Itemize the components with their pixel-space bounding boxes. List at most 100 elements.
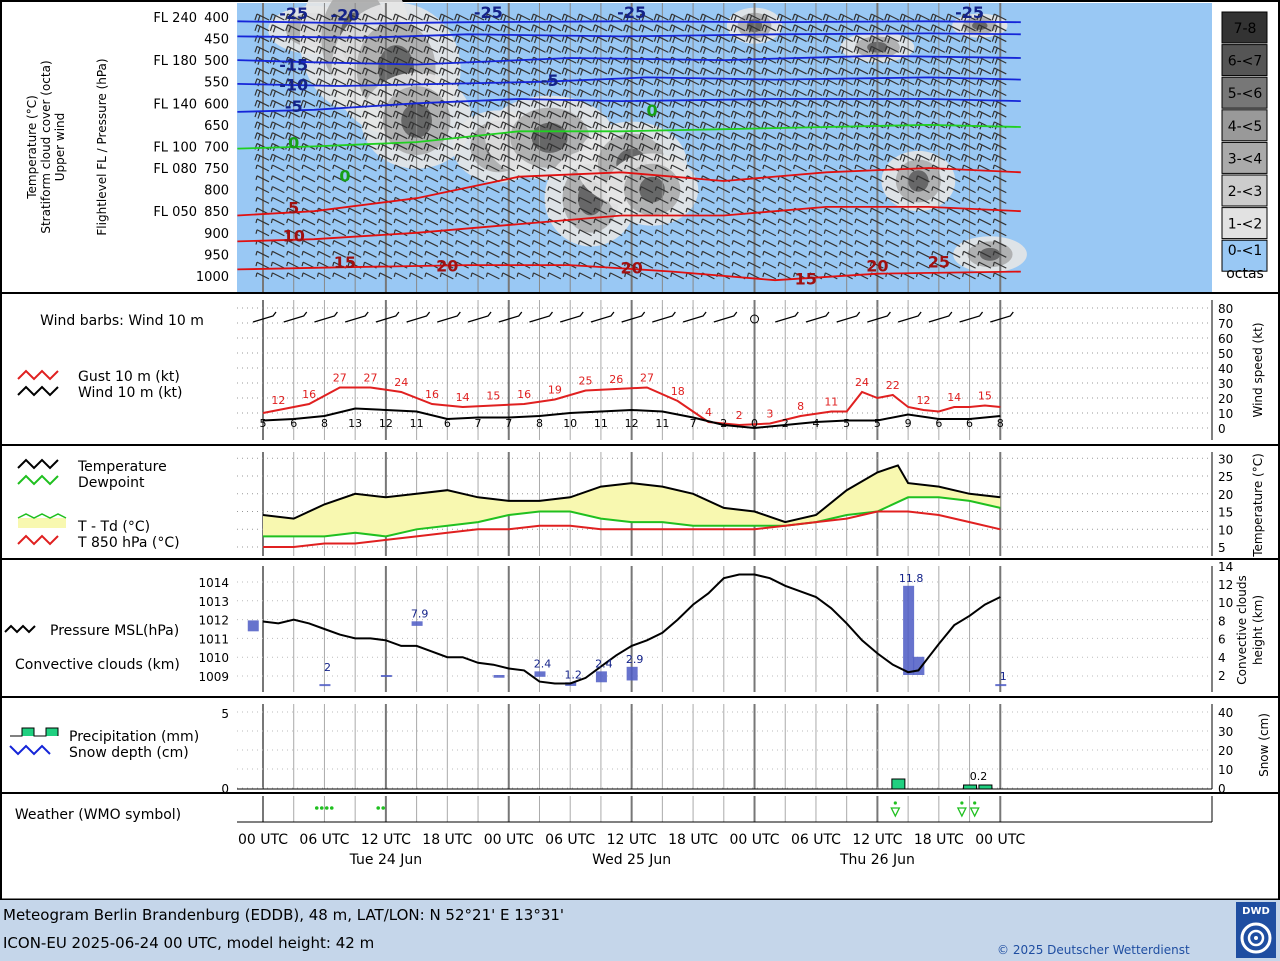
wind-barb	[470, 272, 485, 280]
wind-barb	[685, 186, 700, 194]
wind-barb	[961, 229, 976, 237]
temp-tick-label: 5	[1218, 541, 1226, 555]
wind-barb	[900, 207, 915, 215]
wind-barb	[716, 207, 731, 215]
wind-barb	[730, 35, 746, 44]
wind-barb	[945, 24, 961, 33]
wind-barb	[915, 196, 930, 204]
wind-barb	[745, 45, 761, 55]
wind-barb	[776, 110, 792, 119]
wind-barb-10m	[437, 311, 461, 323]
wind-barb	[500, 24, 516, 33]
wind-barb	[484, 99, 500, 108]
wind-barb	[608, 175, 623, 183]
wind-barb	[946, 186, 961, 194]
wind-barb	[408, 45, 423, 55]
wind-barb	[315, 121, 331, 130]
cloud-legend-label: 7-8	[1234, 21, 1257, 37]
wind-barb	[670, 218, 684, 226]
cloud-height-tick-label: 10	[1218, 596, 1233, 610]
wind-barb	[900, 175, 915, 183]
wind-barb	[409, 186, 423, 194]
wind-barb	[793, 175, 807, 183]
precip-panel	[9, 704, 1213, 790]
contour-0	[237, 123, 1021, 150]
wind-barb	[716, 196, 731, 204]
wind-barb	[484, 13, 500, 22]
wind-barb	[301, 250, 316, 258]
wind-barb	[792, 153, 807, 162]
wind-barb	[776, 99, 792, 108]
wind-barb	[470, 218, 485, 226]
snow-tick-label: 10	[1218, 763, 1233, 777]
wind-barb	[700, 250, 715, 258]
wind-barb	[547, 240, 562, 248]
wind-barb	[516, 196, 531, 204]
wind-barb	[608, 240, 623, 248]
wind-barb	[561, 67, 577, 76]
contour-5	[237, 167, 1021, 217]
wind-barb	[807, 88, 823, 98]
wind-barb	[638, 142, 654, 152]
wind-barb	[669, 132, 684, 141]
wind-barb	[362, 250, 377, 258]
wind-barb	[684, 88, 700, 98]
wind-barb	[561, 88, 577, 98]
wind-barb	[530, 13, 546, 22]
wind-value-label: 13	[348, 417, 362, 430]
wind-barb	[470, 196, 485, 204]
wind-barb	[731, 218, 746, 226]
wind-barb	[684, 110, 700, 119]
wind-barb	[839, 218, 853, 226]
dwd-logo-icon: DWD	[1236, 902, 1276, 958]
cloud-legend-label: 4-<5	[1228, 119, 1263, 135]
wind-barb	[930, 110, 946, 119]
wind-barb	[884, 67, 900, 76]
pressure-tick-label: 400	[204, 11, 229, 26]
wind-barb	[945, 13, 961, 22]
flight-level-label: FL 100	[153, 140, 197, 155]
wind-barb	[730, 45, 746, 55]
cloud-height-axis-label: height (km)	[1251, 595, 1265, 665]
gust-value-label: 16	[425, 388, 439, 401]
wind-barb	[485, 207, 500, 215]
wind-barb	[347, 240, 362, 248]
temp-legend-icon	[17, 534, 59, 546]
wind-barb	[838, 99, 853, 108]
wind-barb	[777, 261, 792, 269]
wind-barb	[454, 24, 469, 33]
gust-value-label: 11	[824, 396, 838, 409]
wind-value-label: 0	[751, 417, 758, 430]
wind-barb	[378, 218, 393, 226]
wind-barb	[393, 164, 408, 172]
wind-barb-10m	[867, 311, 891, 323]
wind-barb	[547, 186, 562, 194]
wind-barb	[624, 207, 638, 215]
wind-barb	[439, 196, 454, 204]
wind-barb	[914, 67, 930, 76]
wind-barb	[315, 99, 331, 108]
wind-barb	[685, 250, 700, 258]
wind-barb	[577, 272, 592, 280]
wind-barb	[638, 132, 654, 141]
wind-barb	[347, 175, 362, 183]
wind-barb	[269, 153, 285, 162]
wind-barb	[745, 35, 761, 44]
wind-barb	[853, 110, 869, 119]
cloud-value-label: 2.4	[534, 657, 552, 670]
wind-barb	[346, 153, 362, 162]
wind-barb	[516, 186, 531, 194]
wind-barb	[286, 218, 300, 226]
snow-tick-label: 40	[1218, 706, 1233, 720]
pressure-tick-label: 1009	[198, 670, 229, 684]
wind-barb	[699, 13, 715, 22]
wind-barb	[455, 164, 469, 172]
wind-value-label: 7	[475, 417, 482, 430]
wind-barb	[331, 132, 347, 141]
pressure-tick-label: 1013	[198, 595, 229, 609]
wind-barb	[331, 45, 347, 55]
wind-barb	[424, 272, 439, 280]
temperature-panel	[17, 452, 1213, 556]
wind-barb	[254, 13, 270, 22]
wind-legend-icon	[17, 385, 59, 397]
